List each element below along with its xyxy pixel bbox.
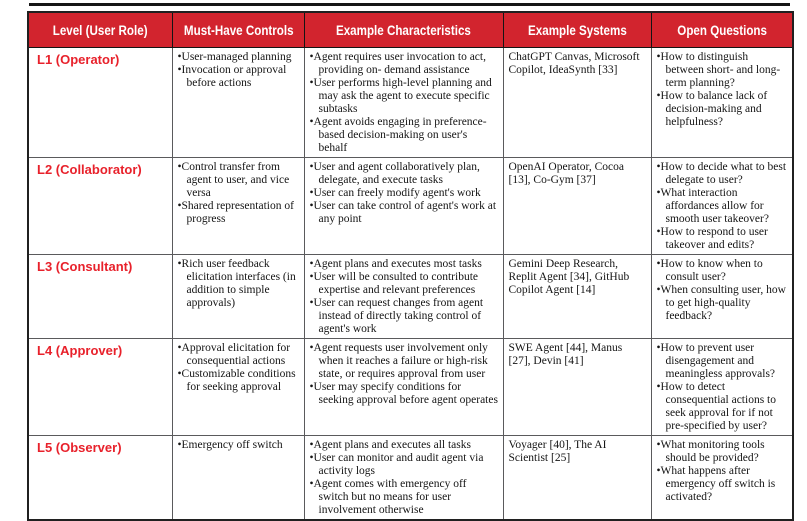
bullet-item: User can monitor and audit agent via act… <box>310 452 499 478</box>
controls-cell-list: Rich user feedback elicitation interface… <box>178 258 300 310</box>
bullet-item: Agent plans and executes most tasks <box>310 258 499 271</box>
table-row: L4 (Approver)Approval elicitation for co… <box>27 338 794 436</box>
bullet-item: How to prevent user disengagement and me… <box>657 342 789 381</box>
characteristics-cell-list: Agent plans and executes most tasksUser … <box>310 258 499 336</box>
top-rule <box>29 3 790 6</box>
header-row: Level (User Role) Must-Have Controls Exa… <box>27 11 794 48</box>
questions-cell: How to distinguish between short- and lo… <box>650 47 794 158</box>
controls-cell: User-managed planningInvocation or appro… <box>171 47 305 158</box>
characteristics-cell: Agent requests user involvement only whe… <box>303 338 504 436</box>
characteristics-cell-list: User and agent collaboratively plan, del… <box>310 161 499 226</box>
bullet-item: How to balance lack of decision-making a… <box>657 90 789 129</box>
table-row: L5 (Observer) Emergency off switch Agent p… <box>27 435 794 521</box>
bullet-item: Invocation or approval before actions <box>178 64 300 90</box>
controls-cell-list: Emergency off switch <box>178 439 300 452</box>
characteristics-cell: User and agent collaboratively plan, del… <box>303 157 504 255</box>
questions-cell-list: How to know when to consult user?When co… <box>657 258 789 323</box>
header-characteristics: Example Characteristics <box>303 11 504 48</box>
questions-cell: How to know when to consult user?When co… <box>650 254 794 339</box>
header-questions: Open Questions <box>650 11 794 48</box>
bullet-item: What interaction affordances allow for s… <box>657 187 789 226</box>
controls-cell-list: Control transfer from agent to user, and… <box>178 161 300 226</box>
bullet-item: User can take control of agent's work at… <box>310 200 499 226</box>
bullet-item: How to know when to consult user? <box>657 258 789 284</box>
bullet-item: When consulting user, how to get high-qu… <box>657 284 789 323</box>
bullet-item: User performs high-level planning and ma… <box>310 77 499 116</box>
table-body: L1 (Operator)User-managed planningInvoca… <box>27 47 794 521</box>
questions-cell-list: How to prevent user disengagement and me… <box>657 342 789 433</box>
controls-cell-list: Approval elicitation for consequential a… <box>178 342 300 394</box>
level-cell: L2 (Collaborator) <box>27 157 173 255</box>
header-questions-label: Open Questions <box>676 22 767 38</box>
bullet-item: Shared representation of progress <box>178 200 300 226</box>
characteristics-cell: Agent plans and executes most tasksUser … <box>303 254 504 339</box>
bullet-item: User-managed planning <box>178 51 300 64</box>
bullet-item: How to distinguish between short- and lo… <box>657 51 789 90</box>
controls-cell: Rich user feedback elicitation interface… <box>171 254 305 339</box>
bullet-item: Customizable conditions for seeking appr… <box>178 368 300 394</box>
header-systems: Example Systems <box>502 11 652 48</box>
controls-cell: Emergency off switch <box>171 435 305 521</box>
systems-cell: Voyager [40], The AI Scientist [25] <box>502 435 652 521</box>
systems-cell: OpenAI Operator, Cocoa [13], Co-Gym [37] <box>502 157 652 255</box>
characteristics-cell-list: Agent requires user invocation to act, p… <box>310 51 499 155</box>
autonomy-levels-figure: Level (User Role) Must-Have Controls Exa… <box>27 3 794 521</box>
level-cell: L5 (Observer) <box>27 435 173 521</box>
bullet-item: How to detect consequential actions to s… <box>657 381 789 433</box>
header-controls: Must-Have Controls <box>171 11 305 48</box>
header-level-label: Level (User Role) <box>52 22 148 38</box>
controls-cell: Control transfer from agent to user, and… <box>171 157 305 255</box>
bullet-item: Agent avoids engaging in preference-base… <box>310 116 499 155</box>
systems-cell: ChatGPT Canvas, Microsoft Copilot, IdeaS… <box>502 47 652 158</box>
bullet-item: Emergency off switch <box>178 439 300 452</box>
questions-cell: What monitoring tools should be provided… <box>650 435 794 521</box>
level-cell: L3 (Consultant) <box>27 254 173 339</box>
questions-cell-list: How to distinguish between short- and lo… <box>657 51 789 129</box>
characteristics-cell: Agent plans and executes all tasksUser c… <box>303 435 504 521</box>
questions-cell-list: What monitoring tools should be provided… <box>657 439 789 504</box>
bullet-item: User may specify conditions for seeking … <box>310 381 499 407</box>
bullet-item: Agent requires user invocation to act, p… <box>310 51 499 77</box>
header-systems-label: Example Systems <box>527 22 627 38</box>
bullet-item: User will be consulted to contribute exp… <box>310 271 499 297</box>
header-controls-label: Must-Have Controls <box>183 22 294 38</box>
characteristics-cell: Agent requires user invocation to act, p… <box>303 47 504 158</box>
systems-cell: SWE Agent [44], Manus [27], Devin [41] <box>502 338 652 436</box>
questions-cell: How to prevent user disengagement and me… <box>650 338 794 436</box>
bullet-item: What happens after emergency off switch … <box>657 465 789 504</box>
controls-cell-list: User-managed planningInvocation or appro… <box>178 51 300 90</box>
bullet-item: Approval elicitation for consequential a… <box>178 342 300 368</box>
questions-cell: How to decide what to best delegate to u… <box>650 157 794 255</box>
controls-cell: Approval elicitation for consequential a… <box>171 338 305 436</box>
bullet-item: Agent requests user involvement only whe… <box>310 342 499 381</box>
autonomy-levels-table: Level (User Role) Must-Have Controls Exa… <box>27 11 794 521</box>
questions-cell-list: How to decide what to best delegate to u… <box>657 161 789 252</box>
systems-cell: Gemini Deep Research, Replit Agent [34],… <box>502 254 652 339</box>
header-level: Level (User Role) <box>27 11 173 48</box>
bullet-item: How to decide what to best delegate to u… <box>657 161 789 187</box>
bullet-item: What monitoring tools should be provided… <box>657 439 789 465</box>
level-cell: L4 (Approver) <box>27 338 173 436</box>
characteristics-cell-list: Agent plans and executes all tasksUser c… <box>310 439 499 517</box>
bullet-item: User can request changes from agent inst… <box>310 297 499 336</box>
table-row: L2 (Collaborator)Control transfer from a… <box>27 157 794 255</box>
header-characteristics-label: Example Characteristics <box>336 22 471 38</box>
bullet-item: User and agent collaboratively plan, del… <box>310 161 499 187</box>
characteristics-cell-list: Agent requests user involvement only whe… <box>310 342 499 407</box>
bullet-item: Rich user feedback elicitation interface… <box>178 258 300 310</box>
level-cell: L1 (Operator) <box>27 47 173 158</box>
bullet-item: Control transfer from agent to user, and… <box>178 161 300 200</box>
bullet-item: How to respond to user takeover and edit… <box>657 226 789 252</box>
bullet-item: Agent plans and executes all tasks <box>310 439 499 452</box>
bullet-item: Agent comes with emergency off switch bu… <box>310 478 499 517</box>
table-row: L1 (Operator)User-managed planningInvoca… <box>27 47 794 158</box>
table-row: L3 (Consultant)Rich user feedback elicit… <box>27 254 794 339</box>
table-header: Level (User Role) Must-Have Controls Exa… <box>27 11 794 48</box>
bullet-item: User can freely modify agent's work <box>310 187 499 200</box>
